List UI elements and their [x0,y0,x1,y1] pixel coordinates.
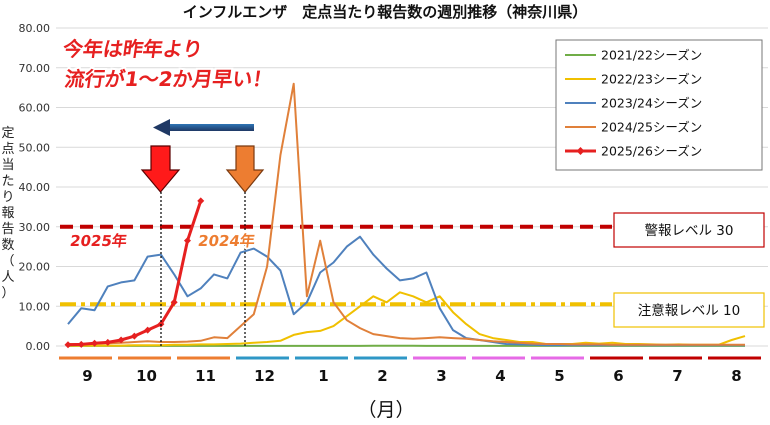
y-axis-label-char: ） [1,286,14,301]
headline-annotation: 今年は昨年より 流行が1～2か月早い！ [58,35,276,93]
legend-label: 2023/24シーズン [601,96,702,111]
legend-label: 2025/26シーズン [601,144,702,159]
y-axis-label-char: 当 [1,158,14,173]
headline-line-2: 流行が1～2か月早い！ [63,67,274,91]
y-tick-label: 80.00 [19,22,51,35]
series-marker [77,340,85,348]
shift-arrow [153,119,254,136]
legend: 2021/22シーズン 2022/23シーズン 2023/24シーズン 2024/25… [555,39,763,171]
series-marker [104,338,112,346]
month-label: 4 [495,367,505,385]
series-line [68,82,745,346]
month-label: 7 [672,367,682,385]
month-label: 5 [554,367,564,385]
caution-level-box: 注意報レベル 10 [613,292,765,328]
caution-level-label: 注意報レベル 10 [638,302,740,319]
month-label: 2 [377,367,387,385]
month-label: 8 [731,367,741,385]
legend-label: 2022/23シーズン [601,72,702,87]
alarm-level-label: 警報レベル 30 [645,223,734,239]
y-tick-label: 60.00 [19,102,51,115]
label-2025: 2025年 [69,232,128,250]
y-tick-label: 70.00 [19,62,51,75]
y-axis-label-char: 点 [1,142,14,157]
y-axis-label-char: 人 [1,270,14,285]
month-label: 1 [318,367,328,385]
shift-arrow-head [153,119,170,136]
y-tick-label: 30.00 [19,221,51,234]
y-tick-label: 40.00 [19,181,51,194]
series-marker [130,332,138,340]
headline-line-1: 今年は昨年より [60,37,204,61]
y-tick-label: 20.00 [19,261,51,274]
legend-label: 2021/22シーズン [601,48,702,63]
down-arrow-2024-icon [225,145,265,193]
series-marker [144,326,152,334]
month-label: 6 [613,367,623,385]
chart-title: インフルエンザ 定点当たり報告数の週別推移（神奈川県） [183,3,588,21]
month-axis: 9 10 11 12 1 2 3 4 5 6 7 8 [59,356,761,385]
y-axis-label-char: り [1,190,14,205]
y-axis-label-char: 告 [1,222,14,237]
y-tick-label: 50.00 [19,141,51,154]
x-axis-label: （月） [357,399,414,421]
marker-2024 [225,145,265,346]
series-marker [91,339,99,347]
y-axis-label-char: 報 [1,206,14,221]
month-label: 10 [136,367,157,385]
y-axis-ticks: 0.00 10.00 20.00 30.00 40.00 50.00 60.00 70.00 8… [19,22,51,353]
month-label: 9 [82,367,92,385]
legend-marker [576,147,585,155]
series-marker [197,197,205,205]
label-2024: 2024年 [197,232,256,250]
series-marker [64,341,72,349]
series-marker [183,237,191,245]
series-marker [117,336,125,344]
down-arrow-2025-icon [140,145,181,193]
alarm-level-box: 警報レベル 30 [613,212,765,248]
y-axis-label-char: （ [1,254,14,269]
marker-2025 [140,145,181,346]
y-axis-label-char: 定 [1,126,14,141]
y-axis-label: 定点当たり報告数（人） [1,126,14,301]
y-axis-label-char: 数 [1,238,14,253]
y-tick-label: 10.00 [19,300,51,313]
shift-arrow-shaft [168,124,254,131]
legend-label: 2024/25シーズン [601,120,702,135]
month-label: 11 [195,367,216,385]
month-label: 12 [254,367,275,385]
y-axis-label-char: た [1,174,14,189]
legend-box [555,39,763,171]
series-marker [170,298,178,306]
month-label: 3 [436,367,446,385]
series-lines [64,82,746,349]
y-tick-label: 0.00 [26,340,51,353]
